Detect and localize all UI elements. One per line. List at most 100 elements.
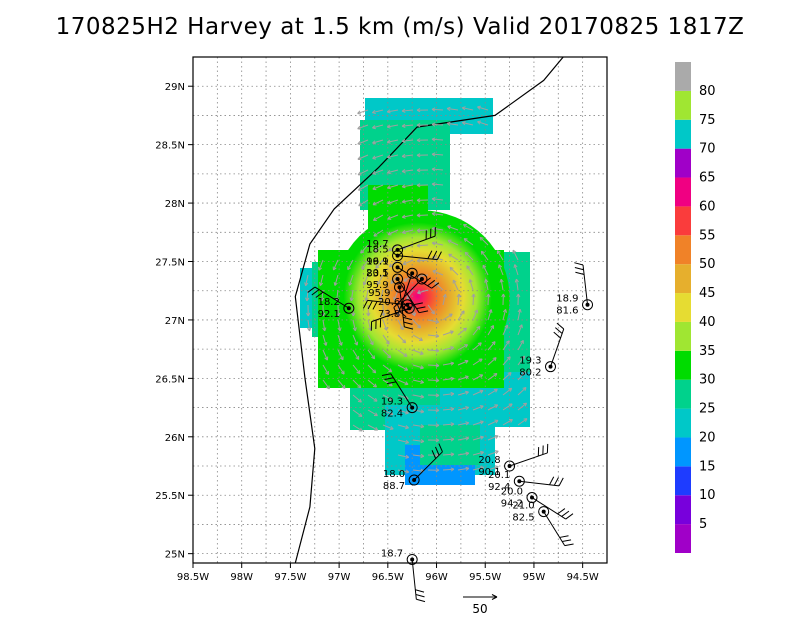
station-0: 19.7 xyxy=(366,227,436,256)
wind-vector xyxy=(517,355,525,366)
wind-vector xyxy=(487,373,498,381)
wind-vector-head xyxy=(372,140,376,145)
wind-vector-head xyxy=(420,424,425,429)
wind-vector xyxy=(427,319,439,323)
wind-vector xyxy=(382,409,394,415)
wind-vector xyxy=(432,227,444,231)
wind-vector-head xyxy=(318,282,324,287)
station-marker xyxy=(406,402,418,414)
wind-vector-head xyxy=(435,348,440,353)
wind-vector-head xyxy=(494,450,499,455)
wind-vector-head xyxy=(435,363,440,368)
wind-vector xyxy=(387,199,399,204)
wind-vector xyxy=(357,124,369,130)
field-patch-10 xyxy=(420,425,480,465)
wind-vector-head xyxy=(361,265,366,270)
wind-vector-head xyxy=(435,333,440,339)
x-tick-label: 97W xyxy=(328,572,351,583)
wind-vector xyxy=(477,121,489,126)
wind-vector xyxy=(462,122,474,126)
wind-vector-head xyxy=(357,398,362,403)
wind-vector xyxy=(432,198,444,201)
wind-vector xyxy=(502,419,513,426)
wind-vector-head xyxy=(508,403,513,408)
station-top-value: 19.3 xyxy=(381,397,403,408)
wind-vector-head xyxy=(431,122,436,127)
wind-barb-flag xyxy=(404,326,414,330)
wind-vector xyxy=(442,362,454,366)
wind-vector xyxy=(442,313,453,321)
wind-barb-flag xyxy=(372,301,378,310)
wind-vector xyxy=(387,109,399,113)
wind-vector xyxy=(442,294,446,306)
wind-vector xyxy=(487,325,494,336)
colorbar-label: 20 xyxy=(699,430,716,445)
wind-vector xyxy=(472,342,482,351)
wind-vector-head xyxy=(507,372,512,377)
wind-barb-staff xyxy=(397,278,420,313)
colorbar-swatch xyxy=(675,524,691,553)
wind-vector xyxy=(337,349,344,361)
wind-vector-head xyxy=(501,293,506,298)
wind-vector-head xyxy=(333,282,338,286)
wind-vector xyxy=(464,251,474,261)
wind-vector xyxy=(322,349,328,361)
wind-vector-head xyxy=(463,238,468,242)
wind-vector xyxy=(365,289,369,301)
wind-vector-head xyxy=(430,310,435,315)
wind-barb-flag xyxy=(362,300,368,309)
colorbar-label: 45 xyxy=(699,286,716,301)
wind-barb-flag xyxy=(403,316,413,321)
wind-vector xyxy=(322,379,330,390)
wind-vector xyxy=(367,394,378,402)
wind-vector-head xyxy=(465,406,470,411)
wind-vector xyxy=(372,154,384,159)
wind-vector-head xyxy=(435,408,440,413)
wind-vector xyxy=(352,349,360,360)
wind-vector-head xyxy=(402,261,407,266)
wind-barb-flag xyxy=(307,286,316,293)
station-top-value: 19.1 xyxy=(366,256,388,267)
wind-vector-head xyxy=(416,243,421,248)
wind-barb-flag xyxy=(565,513,574,520)
wind-vector-head xyxy=(404,381,409,386)
wind-vector-head xyxy=(452,279,457,284)
x-tick-label: 96.5W xyxy=(372,572,404,583)
wind-vector-head xyxy=(505,340,510,345)
colorbar-label: 70 xyxy=(699,142,716,157)
wind-vector xyxy=(472,436,484,441)
colorbar-swatch xyxy=(675,235,691,265)
wind-vector-head xyxy=(387,200,392,205)
wind-vector-head xyxy=(325,371,329,375)
wind-vector-head xyxy=(450,452,455,457)
wind-vector-head xyxy=(403,277,408,282)
wind-vector xyxy=(485,279,489,291)
wind-vector xyxy=(449,267,459,276)
wind-vector-head xyxy=(490,325,495,329)
wind-barb-staff xyxy=(543,511,566,546)
wind-vector xyxy=(382,364,392,373)
wind-vector-head xyxy=(477,105,481,110)
wind-vector-head xyxy=(488,309,493,314)
wind-barb-staff xyxy=(509,452,548,467)
wind-barb-flag xyxy=(435,446,440,456)
station-marker xyxy=(406,267,418,279)
wind-vector xyxy=(412,424,424,428)
wind-vector-head xyxy=(416,198,421,203)
wind-vector xyxy=(382,379,393,387)
wind-barb-staff xyxy=(367,299,408,306)
wind-vector xyxy=(416,229,429,232)
wind-vector xyxy=(448,253,459,261)
station-bottom-value: 83.1 xyxy=(366,268,388,279)
wind-barb-flag xyxy=(575,271,585,276)
station-12: 19.380.2 xyxy=(519,322,565,379)
station-bottom-value: 92.4 xyxy=(488,482,510,493)
wind-vector xyxy=(457,310,465,321)
wind-vector xyxy=(442,453,455,456)
wind-vector-head xyxy=(468,279,473,283)
wind-vector-head xyxy=(479,389,484,394)
x-tick-label: 94.5W xyxy=(567,572,599,583)
wind-vector xyxy=(457,422,469,426)
wind-vector xyxy=(442,438,455,441)
wind-vector-head xyxy=(304,282,309,287)
